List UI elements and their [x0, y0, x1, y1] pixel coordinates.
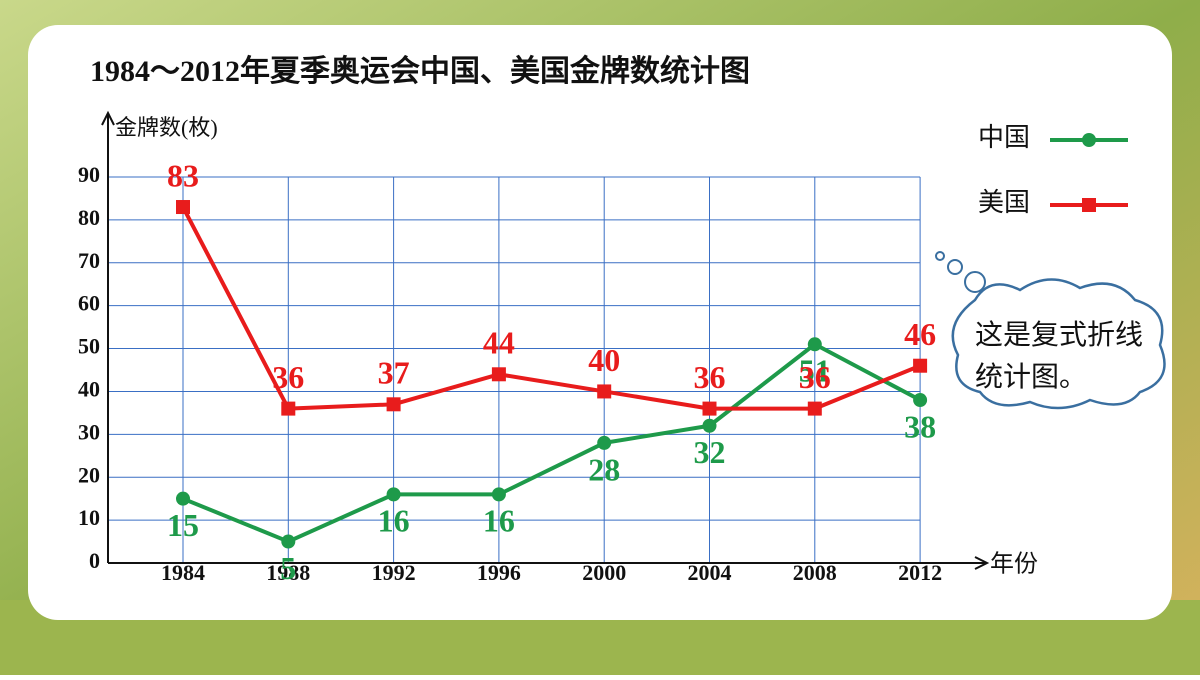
x-tick-label: 2012: [898, 560, 942, 585]
legend-label: 美国: [978, 188, 1030, 217]
data-label: 32: [694, 434, 726, 470]
y-tick-label: 30: [78, 419, 100, 444]
data-label: 46: [904, 316, 936, 352]
point: [702, 401, 717, 416]
annotation-box: 这是复式折线统计图。: [975, 320, 1144, 393]
data-label: 51: [799, 353, 831, 389]
point: [807, 401, 822, 416]
x-tick-label: 1984: [161, 560, 205, 585]
point: [176, 200, 190, 215]
point: [1082, 133, 1096, 147]
x-tick-label: 1996: [477, 560, 521, 585]
data-label: 16: [378, 503, 410, 539]
y-tick-label: 10: [78, 505, 100, 530]
series-line: [182, 342, 922, 544]
panel: [28, 25, 1172, 620]
point: [491, 487, 506, 502]
data-label: 15: [167, 507, 199, 543]
data-label: 36: [272, 359, 304, 395]
y-tick-label: 80: [78, 205, 100, 230]
y-tick-label: 60: [78, 291, 100, 316]
data-label: 5: [280, 550, 296, 586]
point: [807, 337, 822, 352]
point: [1082, 198, 1096, 212]
series-line: [181, 206, 921, 411]
legend-label: 中国: [978, 123, 1030, 152]
data-label: 38: [904, 408, 936, 444]
x-tick-label: 2004: [688, 560, 732, 585]
y-axis-label: 金牌数(枚): [115, 115, 218, 140]
point: [913, 358, 928, 373]
y-tick-label: 40: [78, 376, 100, 401]
y-axis-arrow: [101, 110, 115, 126]
point: [281, 401, 296, 416]
point: [176, 491, 190, 506]
annotation: 这是复式折线统计图。: [975, 320, 1144, 393]
y-tick-label: 90: [78, 162, 100, 187]
point: [491, 367, 506, 382]
chart-title: 1984～2012年夏季奥运会中国、美国金牌数统计图: [90, 54, 750, 88]
point: [702, 418, 717, 433]
x-tick-label: 1988: [266, 560, 310, 585]
point: [386, 397, 401, 412]
data-label: 83: [167, 157, 199, 193]
point: [386, 487, 401, 502]
x-tick-label: 2000: [582, 560, 626, 585]
x-axis-arrow: [974, 556, 990, 570]
x-axis-label: 年份: [990, 551, 1038, 578]
x-tick-label: 1992: [372, 560, 416, 585]
data-label: 37: [378, 355, 410, 391]
point: [597, 384, 612, 399]
y-tick-label: 50: [78, 334, 100, 359]
point: [913, 393, 928, 408]
point: [597, 435, 612, 450]
thought-bubble: 这是复式折线统计图。: [935, 251, 1166, 410]
data-label: 40: [588, 342, 620, 378]
point: [281, 534, 296, 549]
data-label: 28: [588, 451, 620, 487]
y-tick-label: 20: [78, 462, 100, 487]
x-tick-label: 2008: [793, 560, 837, 585]
data-label: 16: [483, 503, 515, 539]
y-tick-label: 0: [89, 548, 100, 573]
data-label: 36: [799, 359, 831, 395]
y-tick-label: 70: [78, 248, 100, 273]
data-label: 44: [483, 325, 515, 361]
data-label: 36: [694, 359, 726, 395]
